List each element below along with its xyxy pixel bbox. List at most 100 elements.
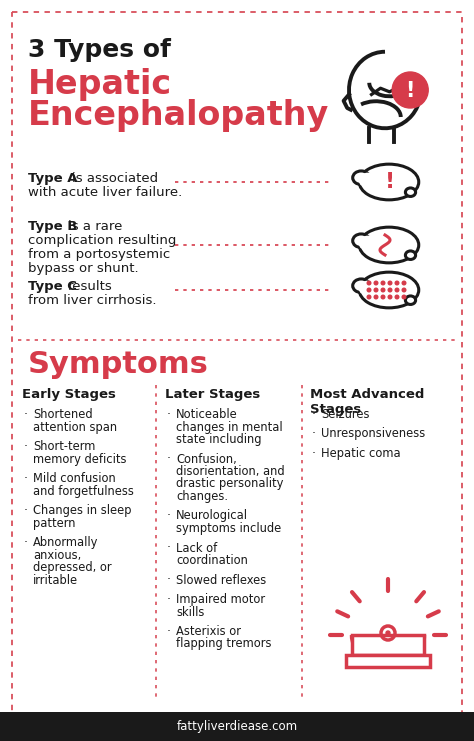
Text: state including: state including: [176, 433, 262, 446]
Text: attention span: attention span: [33, 420, 117, 433]
Text: ·: ·: [167, 625, 171, 638]
Text: ·: ·: [167, 510, 171, 522]
Circle shape: [374, 295, 378, 299]
Text: ·: ·: [24, 536, 28, 549]
Text: ·: ·: [24, 440, 28, 453]
Ellipse shape: [359, 165, 419, 200]
Text: is a rare: is a rare: [68, 220, 122, 233]
Text: ·: ·: [167, 408, 171, 421]
Text: drastic personality: drastic personality: [176, 477, 283, 491]
Text: Shortened: Shortened: [33, 408, 92, 421]
Text: Confusion,: Confusion,: [176, 453, 237, 465]
Text: Hepatic: Hepatic: [28, 68, 172, 101]
Circle shape: [381, 295, 385, 299]
Text: from liver cirrhosis.: from liver cirrhosis.: [28, 294, 156, 307]
Text: ·: ·: [167, 542, 171, 554]
Bar: [0, 712, 474, 741]
Text: Early Stages: Early Stages: [22, 388, 116, 401]
Text: with acute liver failure.: with acute liver failure.: [28, 186, 182, 199]
Text: depressed, or: depressed, or: [33, 561, 111, 574]
Ellipse shape: [405, 188, 416, 196]
Ellipse shape: [359, 173, 377, 188]
Text: Seizures: Seizures: [321, 408, 370, 421]
Circle shape: [395, 288, 399, 292]
Bar: [352, 635, 424, 655]
Circle shape: [374, 281, 378, 285]
Text: Mild confusion: Mild confusion: [33, 472, 116, 485]
Text: complication resulting: complication resulting: [28, 234, 176, 247]
Circle shape: [395, 281, 399, 285]
Text: Most Advanced
Stages: Most Advanced Stages: [310, 388, 424, 416]
Text: ·: ·: [167, 574, 171, 586]
Text: from a portosystemic: from a portosystemic: [28, 248, 170, 261]
Text: ·: ·: [24, 408, 28, 421]
Text: Lack of: Lack of: [176, 542, 217, 554]
Bar: [346, 655, 430, 667]
Text: Changes in sleep: Changes in sleep: [33, 504, 131, 517]
Text: Noticeable: Noticeable: [176, 408, 238, 421]
Circle shape: [381, 288, 385, 292]
Circle shape: [402, 281, 406, 285]
Text: !: !: [385, 172, 395, 192]
Circle shape: [388, 295, 392, 299]
Text: pattern: pattern: [33, 516, 75, 530]
Text: changes.: changes.: [176, 490, 228, 503]
Text: 3 Types of: 3 Types of: [28, 38, 171, 62]
Text: !: !: [406, 81, 415, 101]
Text: skills: skills: [176, 605, 204, 619]
Ellipse shape: [359, 227, 419, 263]
Text: memory deficits: memory deficits: [33, 453, 127, 465]
Circle shape: [392, 72, 428, 108]
Text: is associated: is associated: [72, 172, 158, 185]
Ellipse shape: [359, 281, 377, 296]
Circle shape: [367, 295, 371, 299]
Text: Type C: Type C: [28, 280, 77, 293]
Text: ·: ·: [312, 447, 316, 460]
Text: Asterixis or: Asterixis or: [176, 625, 241, 638]
Circle shape: [367, 288, 371, 292]
Circle shape: [402, 295, 406, 299]
Text: Type B: Type B: [28, 220, 77, 233]
Text: ·: ·: [167, 593, 171, 606]
Text: results: results: [68, 280, 113, 293]
Circle shape: [388, 281, 392, 285]
Circle shape: [402, 288, 406, 292]
Text: bypass or shunt.: bypass or shunt.: [28, 262, 138, 275]
Text: Later Stages: Later Stages: [165, 388, 260, 401]
Circle shape: [395, 295, 399, 299]
Ellipse shape: [359, 272, 419, 308]
Text: Short-term: Short-term: [33, 440, 95, 453]
Text: Symptoms: Symptoms: [28, 350, 209, 379]
Ellipse shape: [359, 236, 377, 251]
Text: ·: ·: [24, 504, 28, 517]
Circle shape: [367, 281, 371, 285]
Text: irritable: irritable: [33, 574, 78, 586]
Ellipse shape: [405, 296, 416, 305]
Text: ·: ·: [312, 408, 316, 421]
Ellipse shape: [353, 279, 370, 293]
Text: flapping tremors: flapping tremors: [176, 637, 272, 651]
Text: Impaired motor: Impaired motor: [176, 593, 265, 606]
Circle shape: [381, 281, 385, 285]
Circle shape: [374, 288, 378, 292]
Text: Encephalopathy: Encephalopathy: [28, 99, 329, 132]
Circle shape: [386, 631, 390, 635]
Text: fattyliverdiease.com: fattyliverdiease.com: [176, 720, 298, 733]
Text: Slowed reflexes: Slowed reflexes: [176, 574, 266, 586]
Text: ·: ·: [24, 472, 28, 485]
Text: Unresponsiveness: Unresponsiveness: [321, 428, 425, 440]
Text: ·: ·: [312, 428, 316, 440]
Circle shape: [388, 288, 392, 292]
Text: Hepatic coma: Hepatic coma: [321, 447, 401, 460]
Text: coordination: coordination: [176, 554, 248, 567]
Text: Type A: Type A: [28, 172, 78, 185]
Ellipse shape: [353, 234, 370, 247]
Ellipse shape: [405, 251, 416, 259]
Text: Neurological: Neurological: [176, 510, 248, 522]
Text: disorientation, and: disorientation, and: [176, 465, 284, 478]
Text: changes in mental: changes in mental: [176, 420, 283, 433]
Text: ·: ·: [167, 453, 171, 465]
Text: anxious,: anxious,: [33, 548, 81, 562]
Text: and forgetfulness: and forgetfulness: [33, 485, 134, 497]
Text: Abnormally: Abnormally: [33, 536, 99, 549]
